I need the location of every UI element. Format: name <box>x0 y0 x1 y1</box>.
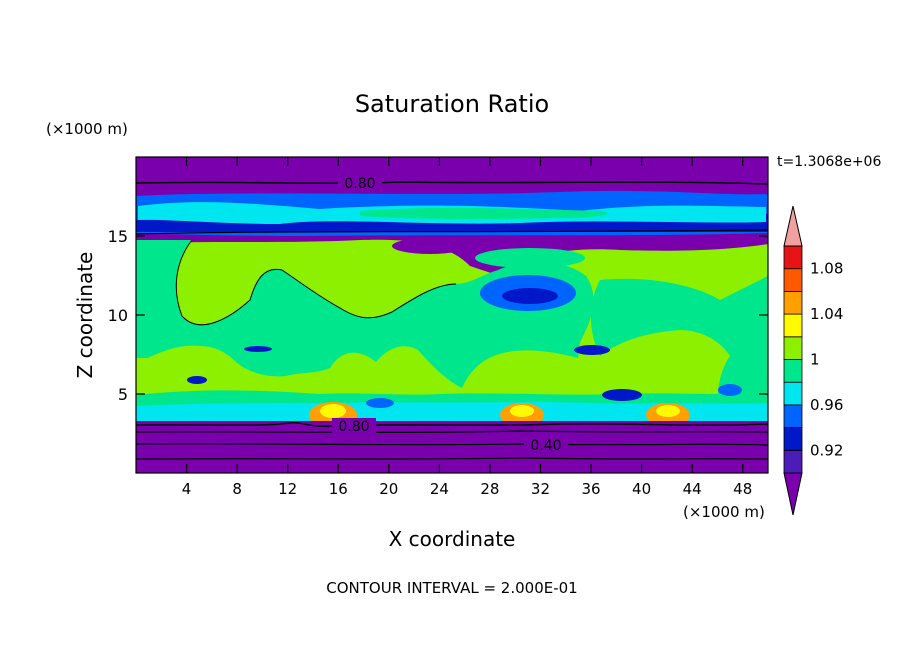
x-unit-label: (×1000 m) <box>683 503 765 521</box>
x-axis: 4 8 12 16 20 24 28 32 36 40 44 48 <box>182 157 752 498</box>
contour-0-80-bottom <box>136 421 768 428</box>
contour-green-edge <box>175 239 457 326</box>
colorbar-segment <box>783 359 803 383</box>
y-axis: 5 10 15 <box>108 227 768 404</box>
colorbar-segment <box>783 245 803 270</box>
y-tick-label: 5 <box>118 385 128 404</box>
contour-0-80-top <box>136 181 768 185</box>
contour-low <box>136 457 768 460</box>
time-label: t=1.3068e+06 <box>777 154 881 170</box>
blue-patch-5 <box>366 398 394 408</box>
y-unit-label: (×1000 m) <box>46 120 128 138</box>
cyan-lower-layer <box>136 402 768 422</box>
x-tick-label: 36 <box>581 480 600 498</box>
colorbar-segment <box>783 313 803 338</box>
contour-upper-band <box>136 229 768 235</box>
x-tick-label: 16 <box>329 480 348 498</box>
x-tick-label: 12 <box>278 480 297 498</box>
y-tick-label: 15 <box>108 227 128 246</box>
yellow-dome-2 <box>510 405 534 417</box>
x-tick-label: 32 <box>531 480 550 498</box>
x-tick-label: 48 <box>733 480 752 498</box>
colorbar-label: 0.96 <box>810 396 843 414</box>
yellow-dome-1 <box>320 404 346 418</box>
blue-patch-6 <box>718 384 742 396</box>
x-axis-label: X coordinate <box>389 527 516 551</box>
yellow-dome-3 <box>656 405 680 417</box>
colorbar-upper-triangle <box>783 205 803 247</box>
contour-0-40 <box>136 443 768 446</box>
colorbar-segment <box>783 427 803 451</box>
contour-label-top: 0.80 <box>344 176 375 192</box>
mid-teal-patch <box>475 248 585 268</box>
contour-interval-footer: CONTOUR INTERVAL = 2.000E-01 <box>326 579 577 597</box>
mid-dark-blob <box>502 288 558 304</box>
contour-label-mid: 0.80 <box>338 419 369 435</box>
contour-label-low: 0.40 <box>530 438 561 454</box>
colorbar-segment <box>783 404 803 428</box>
colorbar-segment <box>783 268 803 292</box>
y-axis-label: Z coordinate <box>73 252 97 379</box>
x-tick-label: 24 <box>430 480 449 498</box>
x-tick-label: 40 <box>632 480 651 498</box>
upper-teal-band <box>360 207 608 220</box>
colorbar-label: 1.08 <box>810 260 843 278</box>
blue-patch-4 <box>187 376 207 384</box>
blue-patch-2 <box>574 345 610 355</box>
chart-title: Saturation Ratio <box>355 90 549 118</box>
plot-area <box>136 157 768 473</box>
lower-dry-layer <box>136 421 768 473</box>
colorbar: 0.92 0.96 1 1.04 1.08 <box>783 205 843 516</box>
blue-patch-3 <box>602 389 642 401</box>
y-tick-label: 10 <box>108 306 128 325</box>
x-tick-label: 44 <box>683 480 702 498</box>
colorbar-segment <box>783 381 803 406</box>
blue-patch-1 <box>244 346 272 352</box>
x-tick-label: 4 <box>182 480 192 498</box>
purple-tongue <box>392 238 468 254</box>
colorbar-segment <box>783 336 803 360</box>
colorbar-segment <box>783 449 803 474</box>
teal-region-right <box>590 276 768 420</box>
x-tick-label: 8 <box>232 480 242 498</box>
colorbar-segment <box>783 290 803 315</box>
colorbar-label: 1 <box>810 351 820 369</box>
colorbar-label: 1.04 <box>810 305 843 323</box>
contour-0-60 <box>136 430 768 433</box>
colorbar-label: 0.92 <box>810 441 843 459</box>
x-tick-label: 20 <box>379 480 398 498</box>
x-tick-label: 28 <box>480 480 499 498</box>
colorbar-lower-triangle <box>783 472 803 516</box>
